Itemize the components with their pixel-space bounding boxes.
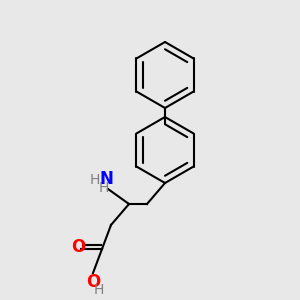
Text: H: H — [89, 173, 100, 187]
Text: H: H — [94, 283, 104, 296]
Text: O: O — [71, 238, 85, 256]
Text: O: O — [86, 273, 100, 291]
Text: H: H — [98, 181, 109, 194]
Text: N: N — [100, 169, 113, 188]
